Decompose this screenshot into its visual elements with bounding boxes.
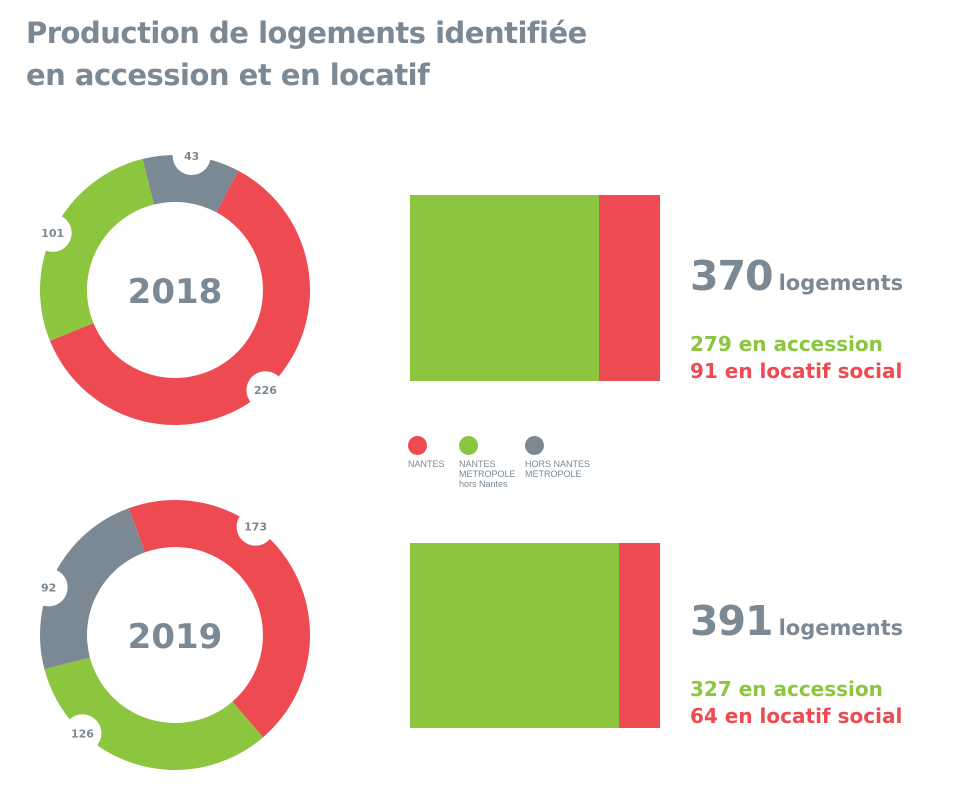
bar-segment-2019-accession [410,543,620,728]
legend-item-nantes-metropole: NANTES METROPOLE hors Nantes [459,436,529,489]
badge-circle [172,145,211,176]
donut-value-badge-2018-2: 43 [172,145,211,176]
bar-segment-2018-locatif-social [598,195,660,381]
donut-slice-2019-2 [39,508,145,670]
title-line-2: en accession et en locatif [26,58,430,92]
donut-chart-2018: 226 101 43 2018 [33,145,311,425]
legend-label-nantes-metropole: NANTES METROPOLE hors Nantes [459,459,529,489]
donut-value-badge-2019-1: 126 [63,714,102,753]
accession-2018: 279 en accession [690,332,883,356]
donut-value-label-2019-1: 126 [71,727,94,740]
badge-circle [63,714,102,753]
donut-center-year-2018: 2018 [128,272,223,312]
legend-label-line: METROPOLE [525,469,582,479]
donut-value-badge-2018-0: 226 [246,371,285,410]
legend-label-line: hors Nantes [459,479,508,489]
legend-dot-nantes-metropole [459,436,478,455]
title-line-1: Production de logements identifiée [26,16,587,50]
bar-segment-2018-accession [410,195,599,381]
donut-value-label-2019-0: 173 [244,521,267,534]
legend-label-hors-nantes-metropole: HORS NANTES METROPOLE [525,459,595,479]
donut-slice-2019-1 [44,657,264,770]
legend-label-line: HORS NANTES [525,459,591,469]
accession-2019: 327 en accession [690,677,883,701]
stacked-bar-2018 [410,195,660,381]
total-value-2019: 391 [690,597,774,645]
legend-dot-hors-nantes-metropole [525,436,544,455]
donut-slice-2018-0 [49,170,311,425]
badge-circle [33,213,72,252]
donut-center-year-2019: 2019 [128,617,223,657]
donut-slice-2019-0 [128,500,310,738]
page-title: Production de logements identifiée en ac… [26,12,587,96]
donut-slice-2018-1 [40,158,154,341]
legend: NANTES NANTES METROPOLE hors Nantes HORS… [408,436,628,496]
legend-label-line: METROPOLE [459,469,516,479]
total-2019: 391 logements [690,597,903,645]
badge-circle [246,371,285,410]
donut-value-badge-2018-1: 101 [33,213,72,252]
donut-value-badge-2019-2: 92 [29,568,68,607]
legend-dot-nantes [408,436,427,455]
donut-slice-2018-2 [142,155,239,213]
legend-item-hors-nantes-metropole: HORS NANTES METROPOLE [525,436,595,479]
total-2018: 370 logements [690,252,903,300]
total-unit-2018: logements [778,271,904,295]
stacked-bar-2019 [410,543,660,728]
donut-value-label-2018-2: 43 [184,150,199,163]
donut-chart-2019: 173 126 92 2019 [29,500,310,770]
donut-value-label-2019-2: 92 [41,581,56,594]
total-unit-2019: logements [778,616,904,640]
legend-label-nantes: NANTES [408,459,478,469]
badge-circle [29,568,68,607]
donut-value-label-2018-0: 226 [254,384,277,397]
donut-value-badge-2019-0: 173 [236,507,275,546]
total-value-2018: 370 [690,252,774,300]
legend-item-nantes: NANTES [408,436,478,469]
legend-label-line: NANTES [408,459,445,469]
locatif-social-2018: 91 en locatif social [690,359,903,383]
bar-segment-2019-locatif-social [619,543,660,728]
badge-circle [236,507,275,546]
locatif-social-2019: 64 en locatif social [690,704,903,728]
donut-value-label-2018-1: 101 [41,227,64,240]
legend-label-line: NANTES [459,459,496,469]
